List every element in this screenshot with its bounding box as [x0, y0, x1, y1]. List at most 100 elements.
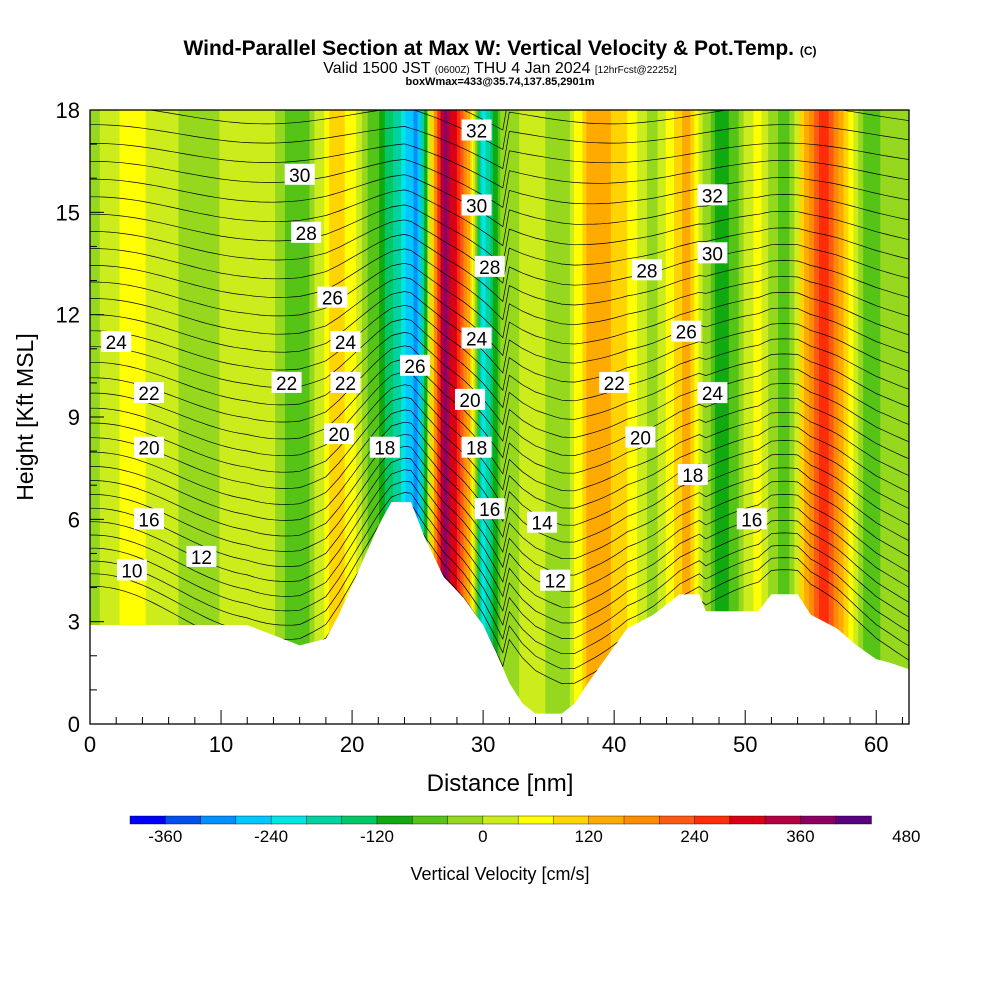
velocity-band: [497, 110, 502, 724]
theta-contour-line: [90, 189, 909, 247]
box-wmax-info: boxWmax=433@35.74,137.85,2901m: [405, 76, 595, 88]
theta-contour-line: [90, 358, 909, 459]
velocity-band: [474, 110, 478, 724]
theta-contour-line: [90, 492, 909, 639]
contour-label-box: [400, 354, 430, 376]
theta-contour-label: 18: [461, 436, 492, 460]
contour-label-text: 18: [466, 439, 487, 460]
contour-label-box: [671, 320, 702, 342]
velocity-band: [361, 110, 369, 724]
theta-contour-line: [90, 445, 909, 576]
velocity-band: [162, 110, 172, 724]
contour-label-text: 26: [404, 357, 425, 378]
velocity-band: [590, 110, 596, 724]
velocity-band: [485, 110, 489, 724]
contour-label-box: [540, 569, 571, 591]
velocity-band: [519, 110, 525, 724]
theta-contour-label: 28: [474, 255, 505, 279]
velocity-band: [781, 110, 786, 724]
colorbar-swatch: [623, 815, 660, 825]
colorbar-tick-label: 480: [892, 827, 920, 846]
velocity-band: [814, 110, 820, 724]
velocity-band: [194, 110, 204, 724]
contour-label-box: [474, 498, 505, 520]
velocity-band: [764, 110, 769, 724]
velocity-band: [284, 110, 291, 724]
velocity-band: [289, 110, 296, 724]
velocity-band: [702, 110, 708, 724]
velocity-band: [843, 110, 850, 724]
contour-label-box: [461, 327, 492, 349]
velocity-band: [598, 110, 604, 724]
velocity-band: [794, 110, 801, 724]
x-tick-label: 0: [84, 732, 96, 757]
theta-contours: [90, 0, 909, 724]
colorbar-swatch: [694, 815, 731, 825]
colorbar-swatch: [517, 815, 555, 825]
contour-label-text: 20: [459, 391, 480, 412]
velocity-band: [690, 110, 696, 724]
velocity-band: [880, 110, 887, 724]
contour-label-text: 26: [676, 323, 697, 344]
theta-contour-line: [90, 6, 909, 50]
velocity-band: [265, 110, 271, 724]
velocity-band: [594, 110, 600, 724]
x-axis: 0 10 20 30 40 50 60: [84, 710, 903, 757]
contour-label-text: 22: [604, 374, 625, 395]
contour-label-text: 30: [466, 197, 487, 218]
velocity-band: [630, 110, 635, 724]
velocity-band: [809, 110, 815, 724]
theta-contour-line: [90, 142, 909, 189]
theta-contour-label: 22: [271, 371, 302, 395]
x-tick-label: 40: [602, 732, 626, 757]
contour-label-box: [284, 163, 315, 185]
theta-contour-label: 10: [116, 559, 147, 583]
velocity-band: [227, 110, 237, 724]
contour-label-box: [461, 194, 492, 216]
y-tick-label: 3: [68, 610, 80, 635]
theta-contour-line: [90, 0, 909, 30]
colorbar-swatch: [165, 815, 202, 825]
velocity-band: [344, 110, 352, 724]
velocity-band: [137, 110, 147, 724]
velocity-band: [367, 110, 375, 724]
velocity-band: [319, 110, 326, 724]
theta-contour-line: [90, 384, 909, 492]
colorbar-swatch: [447, 815, 484, 825]
colorbar-swatch: [235, 815, 272, 825]
velocity-band: [886, 110, 893, 724]
theta-contour-line: [90, 433, 909, 560]
velocity-band: [211, 110, 221, 724]
theta-contour-line: [90, 248, 909, 321]
contour-label-text: 24: [335, 333, 357, 354]
velocity-band: [777, 110, 783, 724]
contour-label-box: [625, 426, 656, 448]
theta-contour-label: 20: [455, 388, 485, 412]
contour-label-text: 22: [335, 374, 356, 395]
contour-label-box: [134, 508, 164, 530]
velocity-band: [565, 110, 571, 724]
colorbar-swatch: [729, 815, 766, 825]
velocity-band: [506, 110, 512, 724]
theta-contour-line: [90, 47, 909, 91]
contour-label-box: [631, 259, 662, 281]
theta-contour-label: 22: [330, 371, 361, 395]
contour-label-box: [697, 242, 728, 264]
velocity-band: [492, 110, 497, 724]
velocity-band: [145, 110, 155, 724]
velocity-band: [738, 110, 745, 724]
theta-contour-label: 20: [625, 426, 656, 450]
velocity-band: [623, 110, 629, 724]
velocity-band: [897, 110, 905, 724]
contour-label-text: 32: [702, 186, 723, 207]
velocity-band: [329, 110, 335, 724]
velocity-band: [334, 110, 340, 724]
velocity-band: [510, 110, 516, 724]
contour-label-box: [271, 371, 302, 393]
contour-label-box: [461, 119, 492, 141]
contour-label-text: 22: [138, 384, 159, 405]
velocity-band: [203, 110, 213, 724]
colorbar-tick-label: -240: [254, 827, 288, 846]
contour-label-box: [324, 423, 354, 445]
velocity-band: [545, 110, 550, 724]
